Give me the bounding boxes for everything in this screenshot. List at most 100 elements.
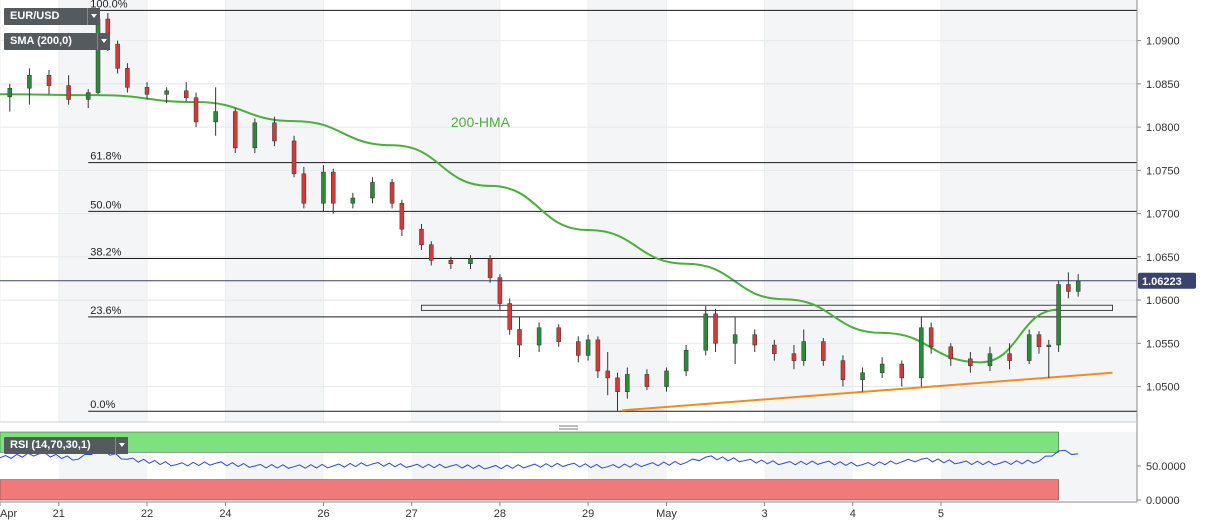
candle-body (115, 43, 120, 69)
candle-body (213, 111, 218, 123)
candle-body (752, 334, 757, 346)
candle-body (1036, 334, 1042, 348)
candle-body (1026, 334, 1032, 361)
candle-body (585, 339, 591, 356)
current-price-line: 1.06223 (0, 272, 1196, 289)
rsi-indicator-label[interactable]: RSI (14,70,30,1) (4, 437, 128, 454)
rsi-panel: 50.0000 0.0000 (0, 431, 1186, 507)
rsi-tick-label: 0.0000 (1146, 495, 1180, 507)
candle-body (1007, 353, 1012, 361)
time-tick-label: 21 (53, 508, 65, 520)
support-trendline-line (622, 371, 1113, 412)
current-price-tag (1138, 272, 1196, 289)
candle-body (66, 85, 71, 100)
axes: 1.0900 1.0850 1.0800 1.0750 1.0700 1.0650 1.06… (0, 0, 1180, 520)
resistance-zone (420, 304, 1113, 311)
candle-body (272, 122, 277, 142)
time-tick-label: Apr (0, 508, 17, 520)
candle-body (125, 68, 130, 88)
fibonacci-label: 50.0% (90, 199, 121, 211)
sma-indicator-label-text: SMA (200,0) (10, 35, 72, 47)
collapse-icon[interactable] (115, 437, 128, 454)
candle-body (27, 74, 32, 89)
time-tick-label: 4 (850, 508, 856, 520)
fibonacci-label: 61.8% (90, 151, 121, 163)
candle-body (1046, 344, 1052, 348)
candle-body (497, 277, 503, 304)
fibonacci-label: 23.6% (90, 305, 121, 317)
time-tick-label: 22 (141, 508, 153, 520)
instrument-label-text: EUR/USD (10, 10, 60, 22)
candle-body (625, 374, 630, 392)
candle-body (399, 202, 405, 230)
instrument-label[interactable]: EUR/USD (4, 8, 100, 25)
candle-body (968, 358, 973, 367)
candle-body (1056, 284, 1061, 346)
candle-body (879, 363, 885, 373)
rsi-overbought-zone (0, 431, 1059, 453)
candle-body (664, 370, 669, 387)
candle-body (370, 182, 375, 199)
price-tick-label: 1.0800 (1146, 122, 1180, 134)
candle-body (291, 140, 297, 175)
candle-body (507, 303, 512, 330)
candle-body (919, 327, 924, 379)
candle-body (801, 341, 806, 361)
candle-body (576, 341, 581, 356)
price-tick-label: 1.0900 (1146, 36, 1180, 48)
candle-body (517, 329, 522, 346)
price-tick-label: 1.0600 (1146, 295, 1180, 307)
candle-body (536, 327, 542, 346)
candle-body (468, 258, 473, 264)
candle-body (232, 111, 238, 149)
candle-body (183, 90, 189, 98)
support-trendline (622, 371, 1113, 412)
time-tick-label: May (656, 508, 677, 520)
rsi-indicator-label-text: RSI (14,70,30,1) (10, 439, 91, 451)
price-tick-label: 1.0750 (1146, 165, 1180, 177)
candle-body (487, 258, 493, 278)
candle-body (301, 173, 307, 204)
candle-body (95, 18, 101, 93)
candle-body (1075, 280, 1081, 292)
candle-body (331, 171, 336, 204)
candle-body (252, 122, 258, 149)
sma-series-label: 200-HMA (451, 114, 511, 130)
time-tick-label: 27 (406, 508, 418, 520)
rsi-oversold-zone (0, 479, 1059, 501)
candle-body (429, 244, 434, 261)
collapse-icon[interactable] (97, 33, 110, 50)
candle-body (772, 344, 777, 354)
candle-body (860, 372, 865, 380)
collapse-icon[interactable] (87, 8, 100, 25)
candle-body (644, 374, 650, 387)
time-tick-label: 28 (494, 508, 506, 520)
time-tick-label: 29 (582, 508, 594, 520)
candle-body (389, 182, 395, 204)
price-tick-label: 1.0500 (1146, 382, 1180, 394)
rsi-tick-label: 50.0000 (1146, 461, 1186, 473)
candle-body (164, 90, 169, 95)
candle-body (556, 327, 561, 342)
candle-body (615, 377, 620, 392)
candle-body (46, 74, 52, 86)
candle-body (732, 334, 738, 344)
candle-body (948, 346, 954, 360)
candle-body (605, 370, 610, 379)
fibonacci-label: 0.0% (90, 399, 115, 411)
price-tick-label: 1.0650 (1146, 252, 1180, 264)
fibonacci-label: 100.0% (90, 0, 128, 10)
resistance-zone-rect (420, 304, 1113, 311)
time-tick-label: 26 (317, 508, 329, 520)
price-tick-label: 1.0700 (1146, 209, 1180, 221)
time-tick-label: 3 (761, 508, 767, 520)
candle-body (703, 313, 708, 351)
time-tick-label: 5 (938, 508, 944, 520)
sma-indicator-label[interactable]: SMA (200,0) (4, 33, 110, 50)
pane-splitter[interactable] (559, 425, 578, 430)
candle-body (321, 171, 326, 204)
candle-body (350, 197, 356, 204)
candle-body (448, 260, 454, 265)
price-tick-label: 1.0850 (1146, 79, 1180, 91)
